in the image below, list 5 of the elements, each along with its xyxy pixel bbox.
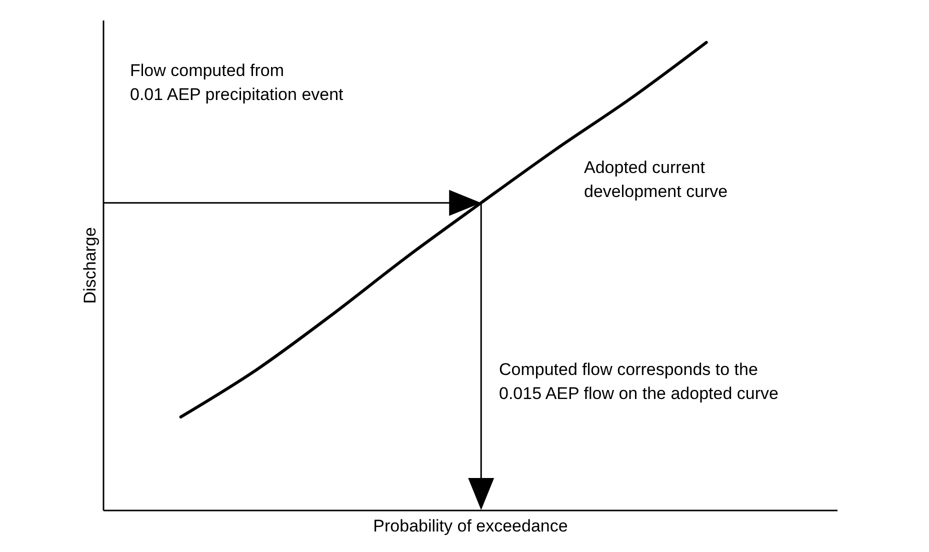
x-axis-title: Probability of exceedance	[373, 516, 568, 536]
y-axis-title: Discharge	[80, 227, 100, 304]
annotation: Adopted current development curve	[584, 158, 728, 201]
annotation: Flow computed from 0.01 AEP precipitation event	[130, 61, 344, 104]
annotation: Computed flow corresponds to the 0.015 AEP flow on the adopted curve	[499, 360, 778, 403]
